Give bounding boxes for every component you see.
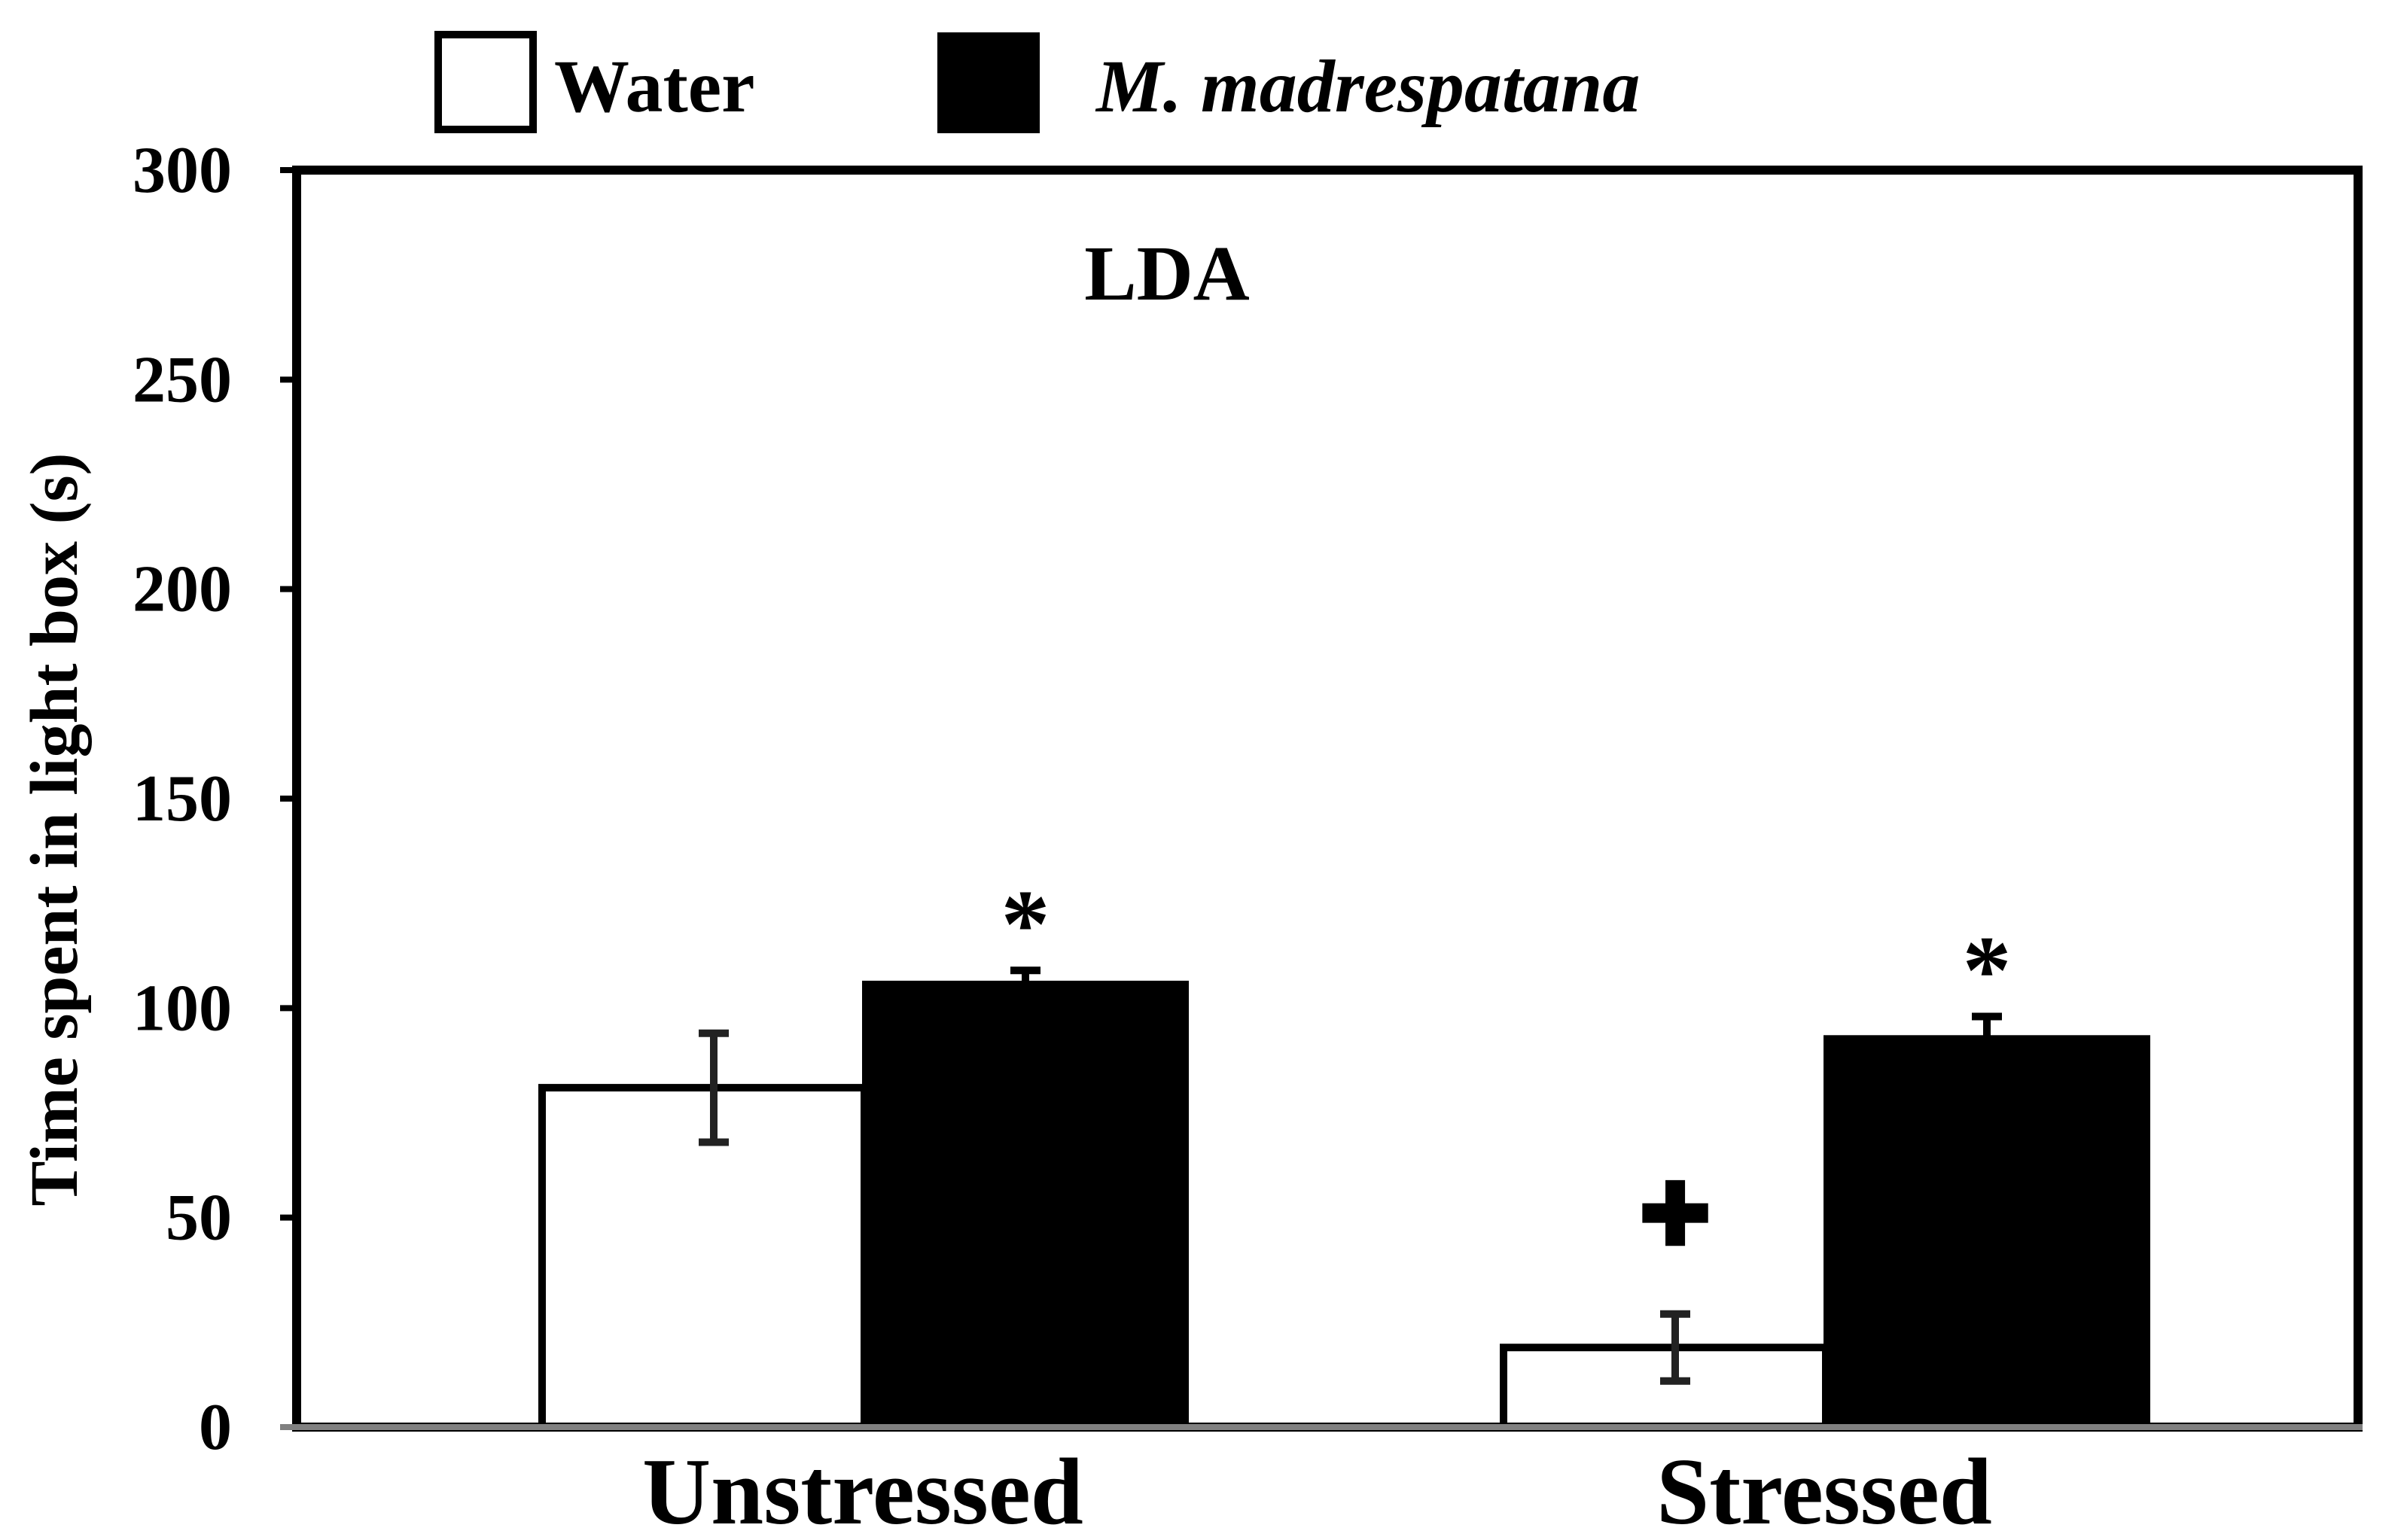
y-axis-label: Time spent in light box (s) xyxy=(17,453,92,1207)
y-tick-label: 150 xyxy=(133,762,232,835)
bar xyxy=(862,980,1189,1429)
significance-markers: ✚ * * xyxy=(1001,870,2012,1263)
y-tick-label: 50 xyxy=(166,1182,232,1255)
bar xyxy=(1824,1035,2150,1430)
bars xyxy=(538,980,2150,1431)
legend: Water M. madrespatana xyxy=(434,31,1640,133)
x-tick-label: Unstressed xyxy=(642,1440,1083,1540)
y-tick-label: 0 xyxy=(199,1391,232,1464)
significance-marker: * xyxy=(1001,870,1050,978)
y-axis-ticks: 0 50 100 150 200 250 300 xyxy=(133,134,297,1464)
significance-marker: * xyxy=(1963,916,2012,1024)
x-axis-tick-labels: Unstressed Stressed xyxy=(642,1440,1992,1540)
chart-title: LDA xyxy=(1084,230,1250,317)
legend-label-m-madrespatana: M. madrespatana xyxy=(1095,44,1640,128)
y-tick-label: 250 xyxy=(133,343,232,416)
legend-label-water: Water xyxy=(554,44,755,128)
y-tick-label: 300 xyxy=(133,134,232,207)
bar xyxy=(1500,1344,1830,1431)
y-tick-label: 100 xyxy=(133,972,232,1045)
y-tick-label: 200 xyxy=(133,553,232,626)
significance-marker: ✚ xyxy=(1639,1168,1711,1264)
x-tick-label: Stressed xyxy=(1656,1440,1992,1540)
error-bars xyxy=(699,966,2002,1385)
legend-swatch-m-madrespatana xyxy=(937,32,1040,133)
legend-swatch-water xyxy=(434,31,537,133)
